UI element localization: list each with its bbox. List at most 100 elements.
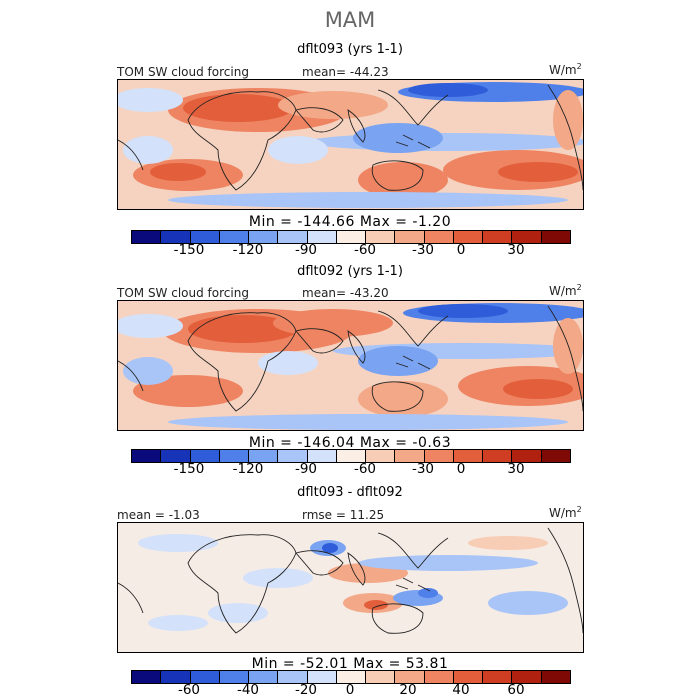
southern-ocean <box>168 414 568 430</box>
panel-2-colorbar <box>131 449 571 463</box>
asia-coast <box>377 532 449 569</box>
cbar3-swatch-4 <box>219 671 250 683</box>
cbar3-swatch-5 <box>249 671 279 683</box>
central-africa <box>258 351 318 375</box>
cbar3-swatch-3 <box>190 671 220 683</box>
panel-3-rmse-label: rmse = 11.25 <box>302 508 385 522</box>
panel-3-unit-label: W/m2 <box>549 505 582 520</box>
field-blobs <box>118 82 583 208</box>
panel-1-unit-label: W/m2 <box>549 62 582 77</box>
pacific-southeast-core <box>503 379 573 399</box>
africa-coast <box>187 534 297 634</box>
panel-2-unit-sup: 2 <box>576 283 582 292</box>
diff-blob-1 <box>138 534 218 552</box>
cbar3-tick-1: -60 <box>177 682 201 698</box>
arabia-coast <box>295 107 344 133</box>
cbar3-tick-7: 60 <box>507 682 525 698</box>
field-blobs <box>138 534 568 631</box>
panel-1-mean-label: mean= -44.23 <box>302 65 389 79</box>
warm-pool <box>358 346 438 376</box>
panel-3-title: dflt093 - dflt092 <box>297 485 403 500</box>
amazon-region <box>123 136 173 164</box>
panel-3-mean-label: mean = -1.03 <box>117 508 200 522</box>
cbar1-swatch-15 <box>541 231 570 243</box>
panel-1-colorbar-ticks: -150 -120 -90 -60 -30 0 30 <box>131 242 569 260</box>
panel-1-minmax: Min = -144.66 Max = -1.20 <box>248 214 452 230</box>
cbar3-tick-5: 20 <box>399 682 417 698</box>
diff-blob-13 <box>468 536 548 550</box>
cbar3-tick-6: 40 <box>452 682 470 698</box>
coastlines <box>118 527 583 634</box>
panel-2-unit-label: W/m2 <box>549 283 582 298</box>
diff-blob-2 <box>243 568 313 588</box>
sahara-core <box>188 315 298 343</box>
cbar2-tick-1: -150 <box>173 461 205 477</box>
panel-1-unit-text: W/m <box>549 63 577 77</box>
cbar2-tick-4: -60 <box>353 461 377 477</box>
australia-coast <box>371 160 424 191</box>
cbar2-swatch-7 <box>307 450 337 462</box>
amazon-region <box>123 357 173 385</box>
cbar3-tick-2: -40 <box>236 682 260 698</box>
north-pacific-core <box>408 83 488 97</box>
cbar1-swatch-8 <box>336 231 367 243</box>
central-africa <box>268 136 328 164</box>
cbar1-swatch-6 <box>278 231 308 243</box>
season-title: MAM <box>324 8 376 32</box>
indonesia-coast <box>395 355 431 370</box>
panel-1-variable-label: TOM SW cloud forcing <box>117 65 249 79</box>
cbar3-tick-4: 0 <box>345 682 355 698</box>
itcz-band <box>308 133 583 151</box>
cbar3-swatch-8 <box>336 671 367 683</box>
cbar1-swatch-2 <box>161 231 191 243</box>
cbar2-swatch-10 <box>395 450 425 462</box>
cbar1-swatch-4 <box>219 231 250 243</box>
panel-1-colorbar <box>131 230 571 244</box>
cbar2-tick-5: -30 <box>411 461 435 477</box>
cbar1-swatch-12 <box>453 231 484 243</box>
cbar1-swatch-10 <box>395 231 425 243</box>
diff-blob-11 <box>488 591 568 615</box>
panel-3-map-svg <box>118 523 583 652</box>
diff-blob-14 <box>148 615 208 631</box>
cbar1-swatch-13 <box>483 231 513 243</box>
panel-3-minmax: Min = -52.01 Max = 53.81 <box>251 656 449 672</box>
cbar2-swatch-3 <box>190 450 220 462</box>
americas-edge <box>553 90 583 150</box>
diff-blob-4 <box>322 543 338 553</box>
cbar2-swatch-4 <box>219 450 250 462</box>
cbar2-swatch-2 <box>161 450 191 462</box>
cbar1-swatch-9 <box>366 231 396 243</box>
australia-region <box>358 381 448 417</box>
south-america-coast <box>118 582 144 614</box>
arabia-region <box>273 309 393 337</box>
india-coast <box>347 109 366 143</box>
arabia-region <box>278 91 388 119</box>
cbar1-tick-1: -150 <box>173 242 205 258</box>
cbar3-swatch-2 <box>161 671 191 683</box>
panel-1-title: dflt093 (yrs 1-1) <box>297 42 403 57</box>
cbar1-swatch-7 <box>307 231 337 243</box>
panel-1-map-svg <box>118 80 583 209</box>
cbar3-swatch-13 <box>483 671 513 683</box>
cbar1-swatch-11 <box>424 231 454 243</box>
diff-blob-9 <box>418 588 438 598</box>
pacific-southeast-core <box>498 162 578 182</box>
india-coast <box>347 330 366 364</box>
panel-2-colorbar-ticks: -150 -120 -90 -60 -30 0 30 <box>131 461 569 479</box>
cbar1-tick-7: 30 <box>507 242 525 258</box>
australia-coast <box>371 381 424 412</box>
south-america-coast <box>118 360 144 392</box>
cbar2-swatch-1 <box>132 450 162 462</box>
cbar1-tick-5: -30 <box>411 242 435 258</box>
cbar2-swatch-6 <box>278 450 308 462</box>
arabia-coast <box>295 550 344 576</box>
south-america-coast <box>118 139 144 171</box>
panel-2-map <box>117 300 584 431</box>
north-pacific-core <box>418 304 508 318</box>
americas-coast <box>547 84 583 191</box>
panel-1-unit-sup: 2 <box>576 62 582 71</box>
panel-1-map <box>117 79 584 210</box>
cbar2-tick-6: 0 <box>456 461 466 477</box>
diff-blob-10 <box>358 555 538 571</box>
